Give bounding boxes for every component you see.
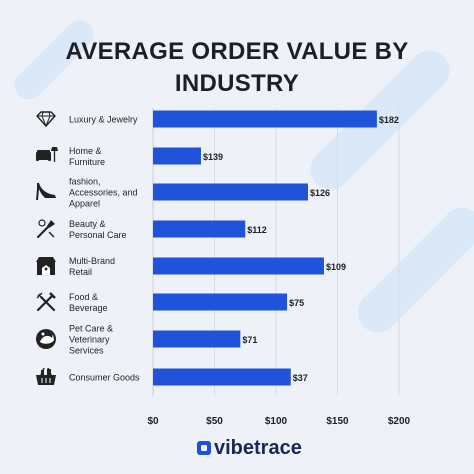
category-label: Consumer Goods [69, 373, 140, 383]
brand-name: vibetrace [214, 436, 302, 459]
category-label: Multi-Brand Retail [69, 256, 115, 277]
bar-value-label: $37 [293, 373, 308, 383]
pet-icon [36, 329, 56, 349]
bar-value-label: $71 [242, 335, 257, 345]
sofa-lamp-icon [36, 147, 58, 162]
bar-value-label: $75 [289, 298, 304, 308]
x-tick-label: $100 [265, 416, 288, 427]
bar-value-label: $139 [203, 152, 223, 162]
category-label: Food & Beverage [69, 292, 108, 313]
x-tick-label: $50 [206, 416, 223, 427]
bar [153, 293, 288, 311]
brand-logo: vibetrace [197, 437, 302, 459]
category-label: Beauty & Personal Care [69, 219, 127, 240]
bar [153, 110, 377, 128]
shopping-basket-icon [36, 367, 56, 385]
chart-title-line-1: AVERAGE ORDER VALUE BY [65, 38, 409, 65]
category-label: fashion, Accessories, and Apparel [69, 177, 138, 209]
chart-title: AVERAGE ORDER VALUE BY INDUSTRY [0, 36, 474, 100]
bar-value-label: $182 [379, 115, 399, 125]
bar [153, 330, 241, 348]
bar-value-label: $112 [247, 225, 267, 235]
beauty-brush-icon [36, 219, 55, 239]
brand-mark-icon [197, 441, 211, 455]
bar [153, 147, 201, 165]
bar-value-label: $126 [310, 188, 330, 198]
bar [153, 257, 324, 275]
x-tick-label: $0 [147, 416, 159, 427]
high-heel-icon [36, 183, 56, 200]
chart-title-line-2: INDUSTRY [174, 70, 300, 97]
diamond-icon [36, 111, 56, 128]
bar [153, 220, 246, 238]
bar-value-label: $109 [326, 262, 346, 272]
fork-knife-icon [36, 292, 56, 312]
retail-store-icon [36, 257, 56, 275]
bar [153, 368, 291, 386]
category-label: Pet Care & Veterinary Services [69, 324, 113, 356]
bar [153, 183, 308, 201]
category-label: Luxury & Jewelry [69, 115, 138, 125]
x-tick-label: $150 [326, 416, 349, 427]
category-label: Home & Furniture [69, 146, 105, 167]
x-tick-label: $200 [388, 416, 411, 427]
